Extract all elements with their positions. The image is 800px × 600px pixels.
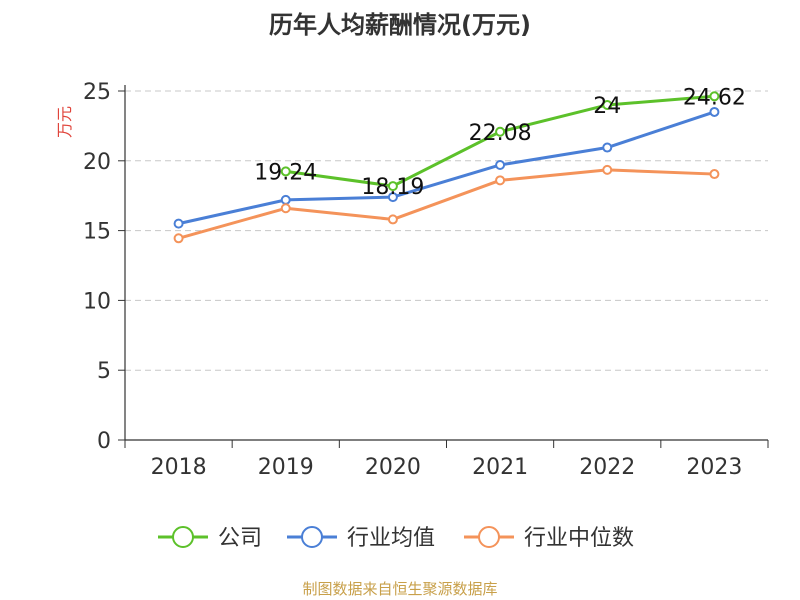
- data-label: 18.19: [361, 175, 424, 200]
- legend-item-0: 公司: [158, 526, 262, 551]
- data-point: [602, 99, 613, 110]
- legend-item-2: 行业中位数: [464, 526, 634, 551]
- legend-marker: [478, 526, 500, 548]
- axes: 0 5 10 15 20 25 2018 2019 2020 2021 2022 2023: [83, 80, 769, 480]
- data-label: 24.62: [683, 85, 746, 110]
- data-labels: 19.24 18.19 22.08 24 24.62: [254, 85, 746, 200]
- series-0: [280, 91, 720, 192]
- series-layer: [173, 91, 720, 244]
- y-tick-label: 20: [83, 150, 111, 175]
- x-tick-label: 2020: [365, 455, 421, 480]
- data-point: [495, 126, 506, 137]
- series-1: [173, 106, 720, 229]
- data-point: [709, 91, 720, 102]
- legend-label: 公司: [218, 526, 262, 551]
- data-point: [173, 218, 184, 229]
- data-point: [709, 106, 720, 117]
- data-point: [495, 159, 506, 170]
- legend-marker: [172, 526, 194, 548]
- data-point: [280, 194, 291, 205]
- data-point: [280, 166, 291, 177]
- y-tick-label: 5: [97, 359, 111, 384]
- data-label: 19.24: [254, 160, 317, 185]
- data-label: 22.08: [469, 121, 532, 146]
- x-tick-label: 2018: [151, 455, 207, 480]
- data-point: [602, 164, 613, 175]
- data-label: 24: [593, 94, 621, 119]
- data-point: [495, 175, 506, 186]
- y-tick-label: 10: [83, 289, 111, 314]
- legend-marker: [301, 526, 323, 548]
- gridlines: [125, 90, 768, 371]
- legend-label: 行业均值: [347, 526, 435, 551]
- x-tick-label: 2021: [472, 455, 528, 480]
- x-tick-label: 2019: [258, 455, 314, 480]
- data-point: [280, 203, 291, 214]
- y-tick-label: 0: [97, 429, 111, 454]
- legend-item-1: 行业均值: [287, 526, 435, 551]
- series-line: [178, 110, 715, 226]
- series-2: [173, 164, 720, 244]
- data-point: [173, 233, 184, 244]
- y-tick-label: 25: [83, 80, 111, 105]
- y-axis-label: 万元: [55, 106, 74, 138]
- x-tick-label: 2022: [579, 455, 635, 480]
- y-tick-label: 15: [83, 220, 111, 245]
- series-line: [178, 168, 715, 240]
- data-point: [387, 181, 398, 192]
- data-point: [602, 142, 613, 153]
- data-point: [387, 192, 398, 203]
- data-point: [387, 214, 398, 225]
- x-tick-label: 2023: [686, 455, 742, 480]
- legend-label: 行业中位数: [524, 526, 634, 551]
- source-note: 制图数据来自恒生聚源数据库: [302, 580, 497, 598]
- legend: 公司 行业均值 行业中位数: [158, 526, 634, 551]
- data-point: [709, 169, 720, 180]
- chart-title: 历年人均薪酬情况(万元): [269, 11, 531, 39]
